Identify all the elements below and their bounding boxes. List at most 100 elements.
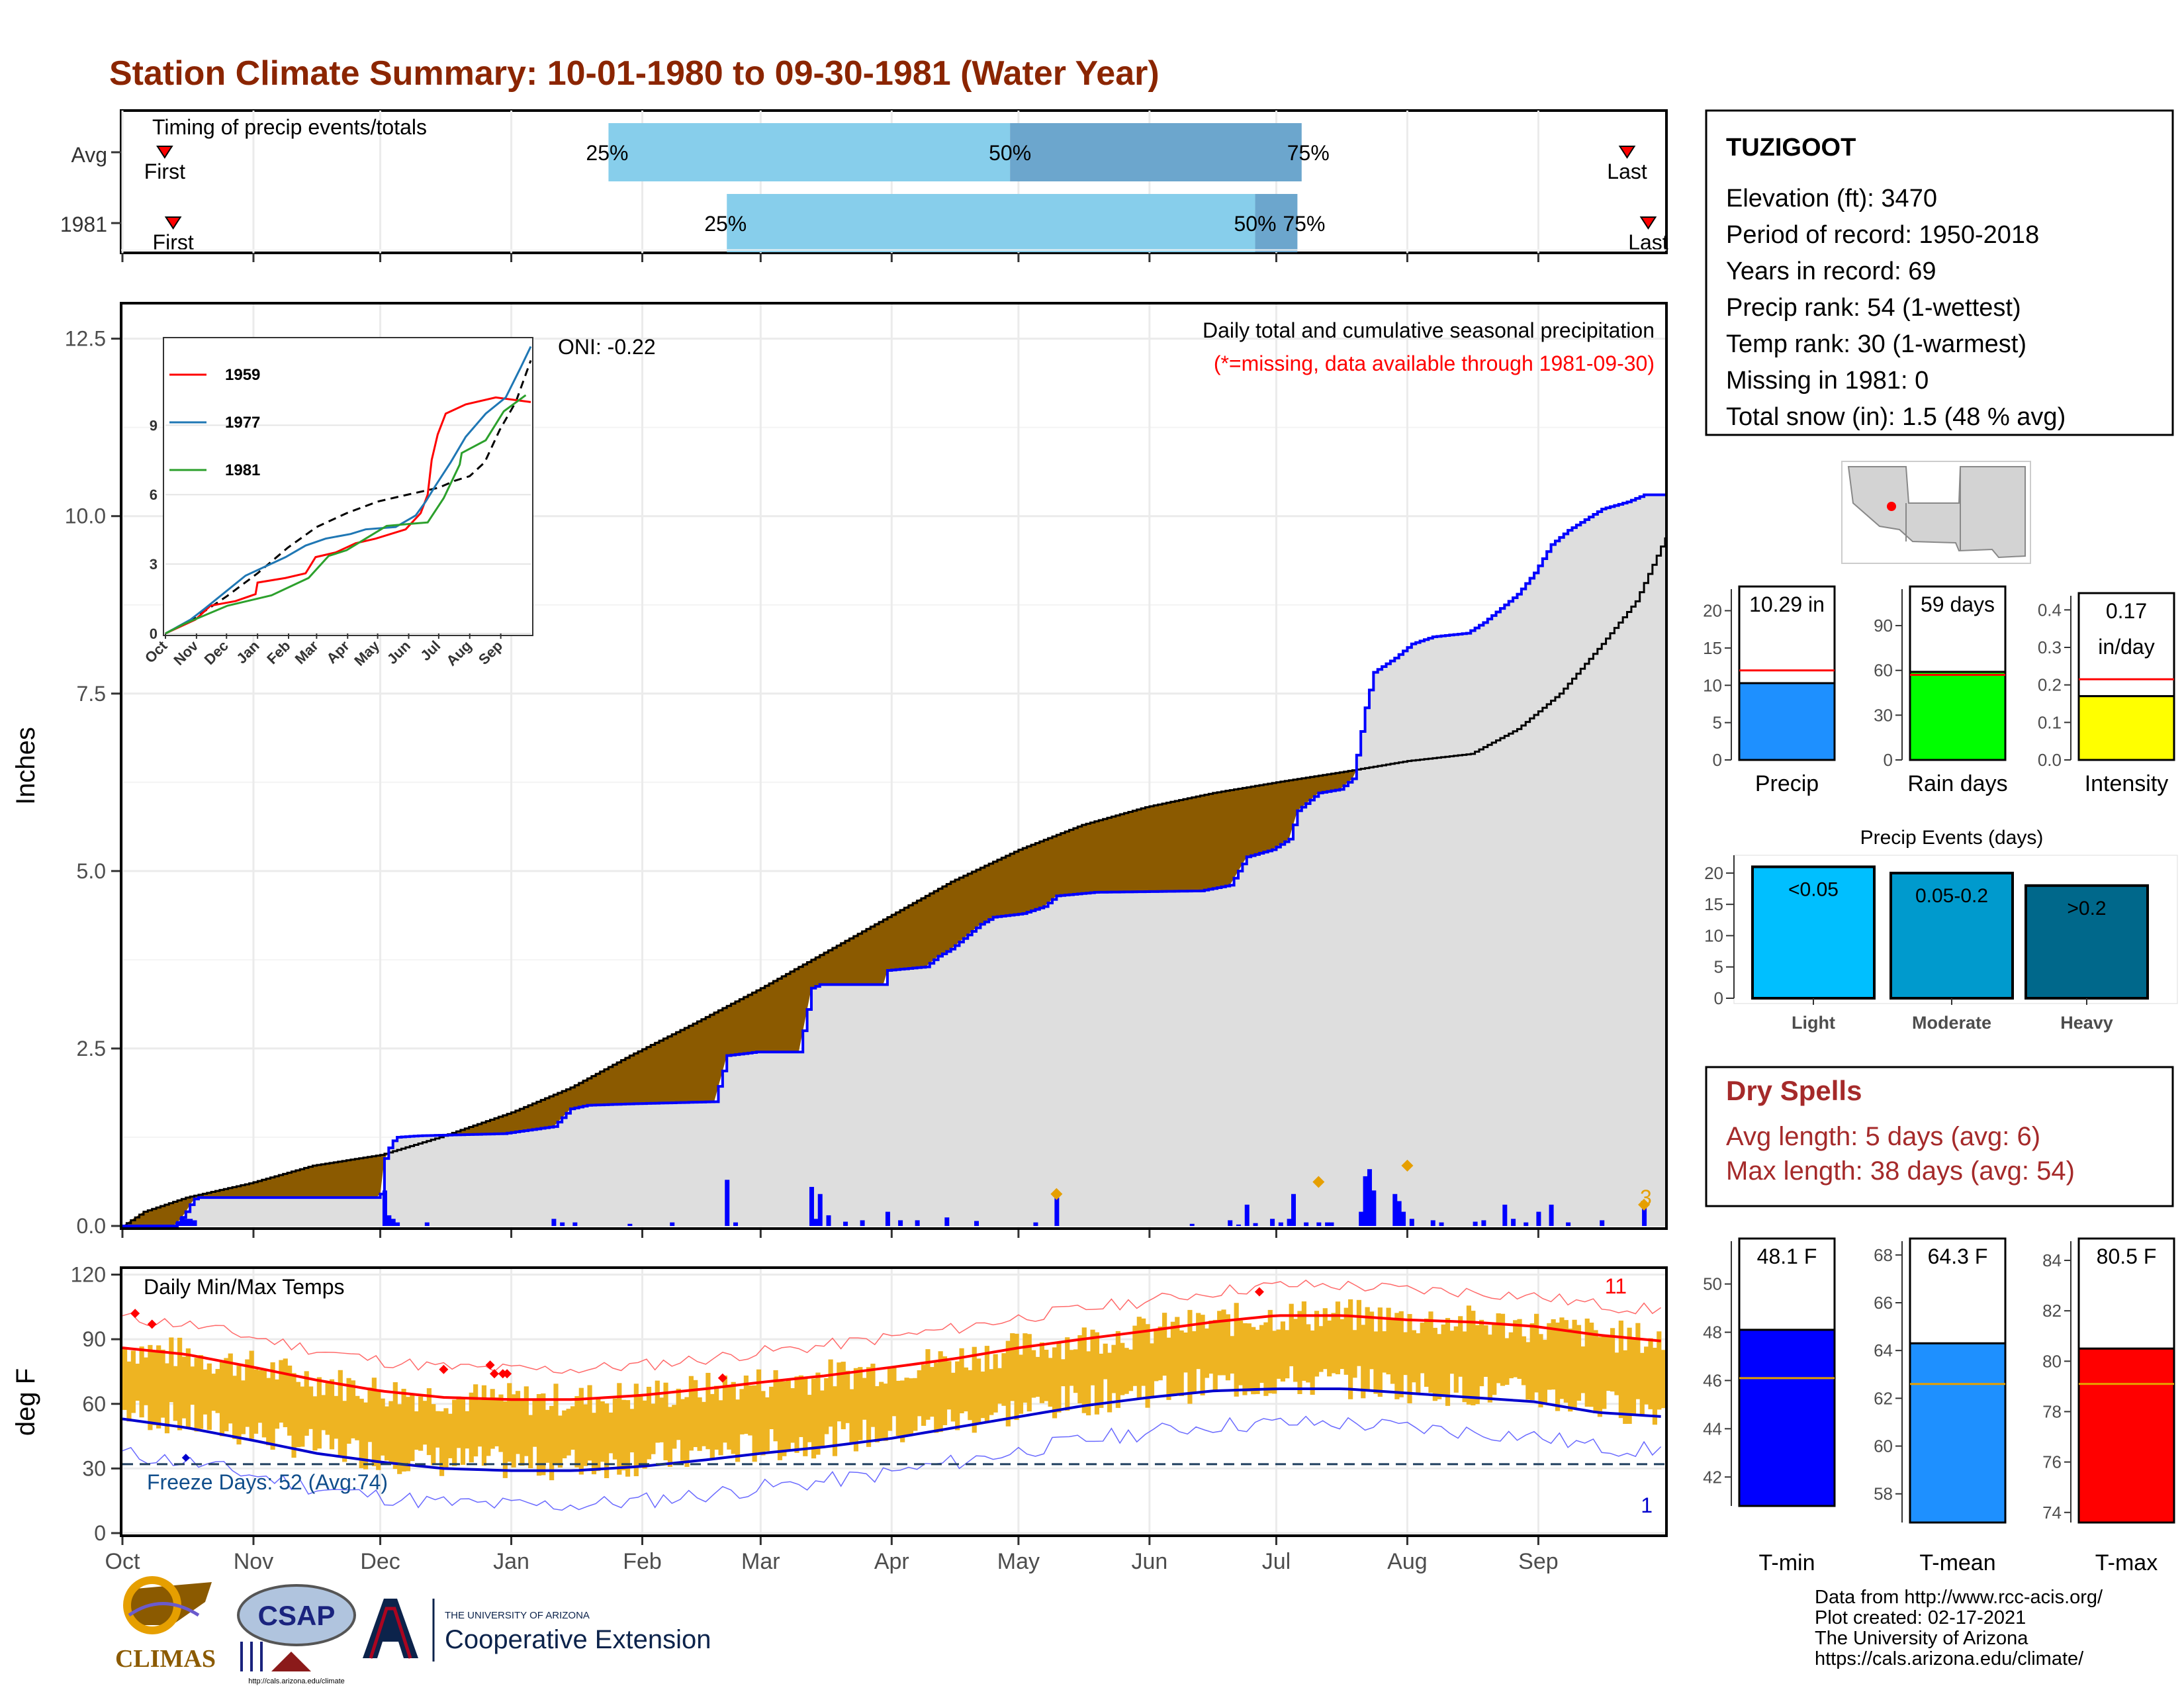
daily-temp-bar xyxy=(782,1381,787,1456)
daily-temp-bar xyxy=(1534,1313,1539,1393)
record-max-line xyxy=(122,1280,1662,1374)
inset-legend-label: 1981 xyxy=(225,461,260,479)
daily-temp-bar xyxy=(562,1410,567,1459)
daily-temp-bar xyxy=(722,1375,728,1443)
daily-temp-bar xyxy=(1466,1305,1472,1405)
daily-temp-bar xyxy=(798,1375,803,1437)
daily-temp-bar xyxy=(1124,1348,1129,1394)
daily-precip-bar xyxy=(1481,1220,1486,1226)
daily-temp-bar xyxy=(1039,1342,1045,1403)
daily-temp-bar xyxy=(600,1401,605,1462)
daily-temp-bar xyxy=(904,1378,909,1436)
summary-y-tick-label: 30 xyxy=(1874,705,1893,725)
daily-temp-bar xyxy=(431,1404,436,1466)
daily-temp-bar xyxy=(1306,1324,1311,1383)
daily-temp-bar xyxy=(727,1385,732,1450)
daily-temp-bar xyxy=(1403,1332,1408,1376)
daily-temp-bar xyxy=(697,1397,702,1451)
temp-x-tick-label: Mar xyxy=(741,1549,780,1574)
daily-precip-bar xyxy=(1642,1204,1647,1226)
daily-temp-bar xyxy=(236,1366,242,1445)
daily-temp-bar xyxy=(1099,1353,1104,1408)
daily-temp-bar xyxy=(1559,1317,1565,1399)
daily-temp-bar xyxy=(1394,1313,1400,1399)
precip-y-tick-label: 2.5 xyxy=(77,1037,106,1060)
daily-temp-bar xyxy=(181,1356,187,1419)
daily-temp-bar xyxy=(321,1395,326,1430)
daily-temp-bar xyxy=(1487,1335,1492,1403)
daily-precip-bar xyxy=(551,1219,557,1226)
daily-temp-bar xyxy=(845,1370,850,1423)
summary-category-label: T-max xyxy=(2095,1550,2158,1575)
daily-temp-bar xyxy=(1196,1313,1201,1370)
daily-temp-bar xyxy=(388,1401,394,1464)
temp-content xyxy=(122,1280,1666,1511)
daily-temp-bar xyxy=(528,1415,533,1469)
daily-temp-bar xyxy=(300,1386,305,1447)
record-high-marker xyxy=(489,1369,499,1379)
daily-temp-bar xyxy=(1521,1336,1527,1385)
daily-temp-bar xyxy=(469,1392,474,1463)
daily-temp-bar xyxy=(1500,1313,1506,1386)
daily-temp-bar xyxy=(1568,1329,1573,1412)
daily-temp-bar xyxy=(934,1362,939,1433)
daily-temp-bar xyxy=(1407,1314,1412,1403)
daily-temp-bar xyxy=(1618,1320,1623,1419)
summary-y-tick-label: 68 xyxy=(1874,1245,1893,1265)
summary-y-tick-label: 0 xyxy=(1713,750,1722,770)
temp-x-tick-label: Nov xyxy=(234,1549,273,1574)
precip-events-chart: Precip Events (days) 05101520<0.05Light0… xyxy=(1704,827,2178,1033)
daily-precip-bar xyxy=(1401,1211,1406,1226)
daily-temp-bar xyxy=(1589,1323,1594,1407)
daily-temp-bar xyxy=(1331,1313,1336,1374)
precip-y-axis: 0.0 2.5 5.0 7.5 10.0 12.5 xyxy=(65,327,1539,1238)
footer-plot-date: Plot created: 02-17-2021 xyxy=(1815,1607,2026,1628)
daily-temp-bar xyxy=(532,1400,537,1447)
daily-temp-bar xyxy=(608,1412,614,1454)
daily-temp-bar xyxy=(1563,1320,1569,1403)
daily-temp-bar xyxy=(1411,1330,1417,1383)
temp-x-tick-label: Jan xyxy=(493,1549,529,1574)
daily-temp-bar xyxy=(304,1371,309,1436)
daily-temp-bar xyxy=(1471,1311,1476,1406)
temp-x-tick-label: Apr xyxy=(874,1549,909,1574)
daily-temp-bar xyxy=(1141,1318,1146,1386)
daily-temp-bar xyxy=(490,1389,495,1449)
daily-temp-bar xyxy=(1060,1359,1066,1387)
daily-temp-bar xyxy=(1285,1330,1290,1379)
daily-precip-bar xyxy=(1473,1221,1478,1226)
daily-precip-bar xyxy=(944,1217,950,1226)
daily-temp-bar xyxy=(126,1361,132,1422)
temp-y-tick-label: 90 xyxy=(82,1327,106,1351)
daily-precip-bar xyxy=(1600,1220,1605,1226)
daily-temp-bar xyxy=(1373,1331,1379,1394)
events-y-tick-label: 20 xyxy=(1704,863,1723,883)
daily-temp-bar xyxy=(536,1393,542,1476)
summary-value-bar xyxy=(2077,695,2175,761)
daily-temp-bar xyxy=(405,1397,411,1472)
daily-temp-bar xyxy=(401,1389,406,1472)
daily-temp-bar xyxy=(1453,1326,1459,1393)
daily-temp-bar xyxy=(862,1378,867,1420)
daily-temp-bar xyxy=(481,1385,487,1466)
daily-temp-bar xyxy=(1513,1320,1518,1378)
summary-value-bar xyxy=(1909,1342,2007,1524)
daily-temp-bar xyxy=(1538,1334,1543,1408)
daily-temp-bar xyxy=(177,1337,183,1430)
daily-temp-bar xyxy=(1212,1319,1218,1391)
daily-temp-bar xyxy=(346,1378,351,1444)
dry-spells-max: Max length: 38 days (avg: 54) xyxy=(1726,1156,2075,1186)
daily-temp-bar xyxy=(574,1396,580,1468)
daily-temp-bar xyxy=(1175,1317,1180,1393)
precip-y-tick-label: 12.5 xyxy=(65,327,106,351)
daily-temp-bar xyxy=(1204,1328,1210,1378)
daily-temp-bar xyxy=(1217,1311,1222,1376)
daily-precip-bar xyxy=(560,1222,565,1226)
events-y-tick-label: 5 xyxy=(1714,957,1723,977)
daily-temp-bar xyxy=(523,1386,529,1456)
daily-temp-bar xyxy=(1398,1311,1404,1397)
summary-value-box xyxy=(1738,1237,1836,1331)
daily-temp-bar xyxy=(1111,1344,1116,1393)
daily-temp-bar xyxy=(1048,1358,1053,1407)
station-line-years: Years in record: 69 xyxy=(1726,258,1936,285)
